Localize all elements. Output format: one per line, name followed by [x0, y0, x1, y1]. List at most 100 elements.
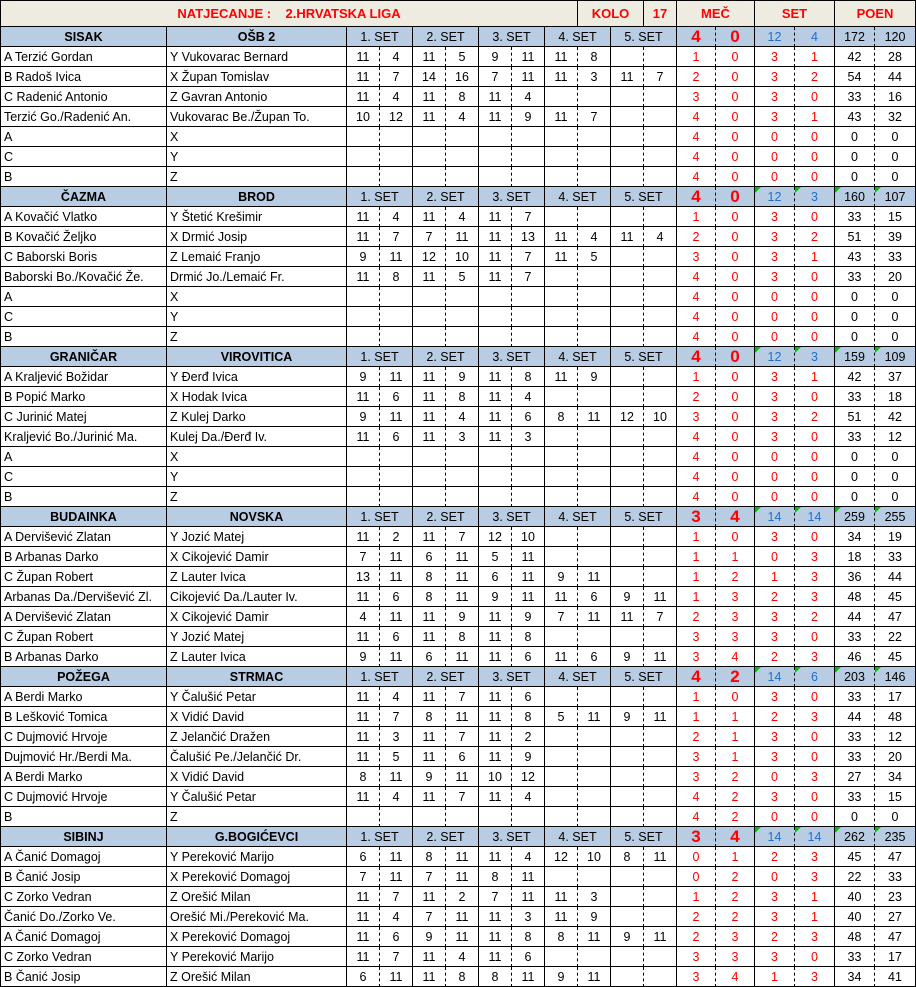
set-score-home[interactable]: 14 — [413, 67, 446, 87]
sets-won-away[interactable]: 0 — [795, 427, 835, 447]
set-score-home[interactable]: 11 — [413, 267, 446, 287]
set-score-away[interactable]: 5 — [380, 747, 413, 767]
sets-won-away[interactable]: 1 — [795, 247, 835, 267]
set-score-away[interactable]: 4 — [512, 387, 545, 407]
set-score-home[interactable]: 11 — [479, 847, 512, 867]
set-score-away[interactable] — [512, 147, 545, 167]
set-score-away[interactable] — [644, 87, 677, 107]
set-score-home[interactable]: 8 — [479, 867, 512, 887]
set-score-away[interactable]: 4 — [446, 207, 479, 227]
home-player[interactable]: Terzić Go./Radenić An. — [0, 107, 167, 127]
sets-won-home[interactable]: 3 — [755, 207, 795, 227]
match-running-home[interactable]: 1 — [677, 687, 716, 707]
set-score-home[interactable] — [347, 307, 380, 327]
set-score-home[interactable] — [545, 207, 578, 227]
match-running-away[interactable]: 0 — [716, 387, 755, 407]
set-score-away[interactable]: 11 — [578, 707, 611, 727]
match-running-home[interactable]: 1 — [677, 547, 716, 567]
sets-won-home[interactable]: 3 — [755, 267, 795, 287]
match-score-away[interactable]: 0 — [716, 187, 755, 207]
sets-won-home[interactable]: 0 — [755, 287, 795, 307]
sets-won-home[interactable]: 0 — [755, 307, 795, 327]
home-team-name[interactable]: BUDAINKA — [0, 507, 167, 527]
set-score-home[interactable] — [347, 327, 380, 347]
sets-won-home[interactable]: 0 — [755, 807, 795, 827]
set-score-home[interactable] — [545, 807, 578, 827]
set-score-away[interactable]: 11 — [380, 647, 413, 667]
set-score-away[interactable]: 11 — [380, 567, 413, 587]
set-score-home[interactable]: 7 — [545, 607, 578, 627]
set-score-home[interactable]: 11 — [413, 787, 446, 807]
match-running-away[interactable]: 0 — [716, 367, 755, 387]
set-score-away[interactable] — [644, 547, 677, 567]
set-score-away[interactable] — [578, 687, 611, 707]
sets-won-home[interactable]: 3 — [755, 727, 795, 747]
set-header[interactable]: 3. SET — [479, 827, 545, 847]
set-score-away[interactable] — [644, 567, 677, 587]
set-score-away[interactable] — [578, 387, 611, 407]
points-home[interactable]: 33 — [835, 387, 875, 407]
points-total-home[interactable]: 262 — [835, 827, 875, 847]
sets-won-away[interactable]: 3 — [795, 647, 835, 667]
set-score-home[interactable]: 11 — [347, 907, 380, 927]
match-running-home[interactable]: 3 — [677, 947, 716, 967]
set-score-home[interactable]: 9 — [611, 647, 644, 667]
set-score-home[interactable] — [347, 147, 380, 167]
set-score-home[interactable] — [611, 907, 644, 927]
sets-total-away[interactable]: 3 — [795, 187, 835, 207]
set-header[interactable]: 5. SET — [611, 667, 677, 687]
set-score-away[interactable]: 7 — [446, 527, 479, 547]
set-score-away[interactable]: 4 — [380, 787, 413, 807]
points-home[interactable]: 0 — [835, 467, 875, 487]
away-player[interactable]: Y Čalušić Petar — [167, 787, 347, 807]
set-score-away[interactable]: 7 — [446, 687, 479, 707]
match-running-away[interactable]: 3 — [716, 927, 755, 947]
away-player[interactable]: X Vidić David — [167, 767, 347, 787]
set-score-away[interactable]: 4 — [644, 227, 677, 247]
match-running-home[interactable]: 3 — [677, 747, 716, 767]
match-running-home[interactable]: 1 — [677, 207, 716, 227]
set-score-home[interactable] — [611, 127, 644, 147]
set-score-home[interactable] — [611, 267, 644, 287]
sets-won-away[interactable]: 0 — [795, 467, 835, 487]
set-score-away[interactable] — [644, 427, 677, 447]
set-score-home[interactable] — [611, 747, 644, 767]
set-score-home[interactable] — [611, 87, 644, 107]
set-score-home[interactable]: 11 — [347, 207, 380, 227]
match-running-home[interactable]: 4 — [677, 427, 716, 447]
away-team-name[interactable]: BROD — [167, 187, 347, 207]
set-score-home[interactable]: 8 — [545, 407, 578, 427]
set-score-home[interactable]: 11 — [479, 247, 512, 267]
set-score-home[interactable]: 9 — [545, 567, 578, 587]
set-score-home[interactable] — [413, 467, 446, 487]
match-running-away[interactable]: 0 — [716, 307, 755, 327]
away-player[interactable]: X Pereković Domagoj — [167, 927, 347, 947]
set-score-home[interactable] — [611, 447, 644, 467]
set-score-away[interactable]: 3 — [380, 727, 413, 747]
match-running-away[interactable]: 0 — [716, 167, 755, 187]
set-score-away[interactable] — [380, 147, 413, 167]
set-score-home[interactable]: 11 — [347, 747, 380, 767]
home-team-name[interactable]: SISAK — [0, 27, 167, 47]
set-score-home[interactable]: 9 — [611, 707, 644, 727]
set-score-home[interactable]: 11 — [611, 67, 644, 87]
set-score-home[interactable] — [611, 47, 644, 67]
away-player[interactable]: Y Pereković Marijo — [167, 847, 347, 867]
set-score-away[interactable]: 5 — [446, 47, 479, 67]
match-running-home[interactable]: 4 — [677, 167, 716, 187]
points-home[interactable]: 51 — [835, 227, 875, 247]
set-header[interactable]: 1. SET — [347, 667, 413, 687]
match-running-away[interactable]: 0 — [716, 487, 755, 507]
match-running-home[interactable]: 2 — [677, 387, 716, 407]
set-score-home[interactable]: 11 — [479, 387, 512, 407]
points-total-home[interactable]: 160 — [835, 187, 875, 207]
set-score-away[interactable]: 10 — [578, 847, 611, 867]
set-score-home[interactable]: 11 — [479, 727, 512, 747]
points-home[interactable]: 33 — [835, 87, 875, 107]
set-score-away[interactable] — [512, 287, 545, 307]
set-score-away[interactable] — [446, 287, 479, 307]
set-score-home[interactable] — [611, 547, 644, 567]
points-total-away[interactable]: 255 — [875, 507, 916, 527]
set-score-away[interactable] — [380, 127, 413, 147]
set-score-home[interactable] — [611, 867, 644, 887]
